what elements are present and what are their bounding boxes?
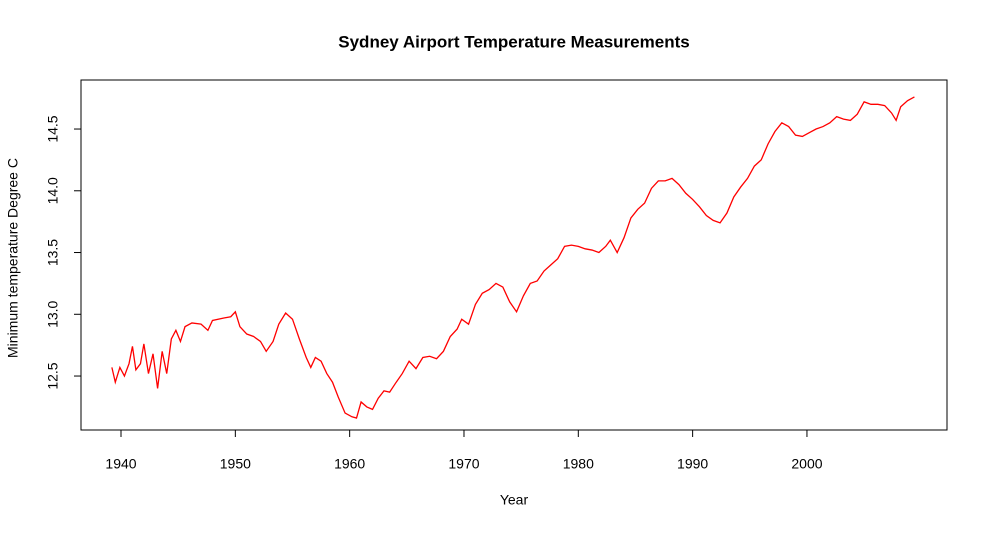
x-tick-label: 1940 bbox=[105, 456, 136, 472]
y-axis-label: Minimum temperature Degree C bbox=[5, 158, 21, 358]
x-tick-label: 1970 bbox=[448, 456, 479, 472]
x-tick-label: 1980 bbox=[563, 456, 594, 472]
x-tick-label: 1960 bbox=[334, 456, 365, 472]
y-tick-label: 14.0 bbox=[45, 177, 61, 204]
x-tick-label: 1950 bbox=[220, 456, 251, 472]
x-tick-label: 2000 bbox=[791, 456, 822, 472]
y-tick-label: 14.5 bbox=[45, 115, 61, 142]
data-line bbox=[111, 96, 915, 419]
chart-title: Sydney Airport Temperature Measurements bbox=[338, 32, 689, 51]
y-tick-label: 13.0 bbox=[45, 300, 61, 327]
y-tick-label: 12.5 bbox=[45, 362, 61, 389]
x-axis-label: Year bbox=[500, 492, 529, 508]
x-tick-label: 1990 bbox=[677, 456, 708, 472]
y-tick-label: 13.5 bbox=[45, 239, 61, 266]
plot-box bbox=[80, 79, 948, 431]
